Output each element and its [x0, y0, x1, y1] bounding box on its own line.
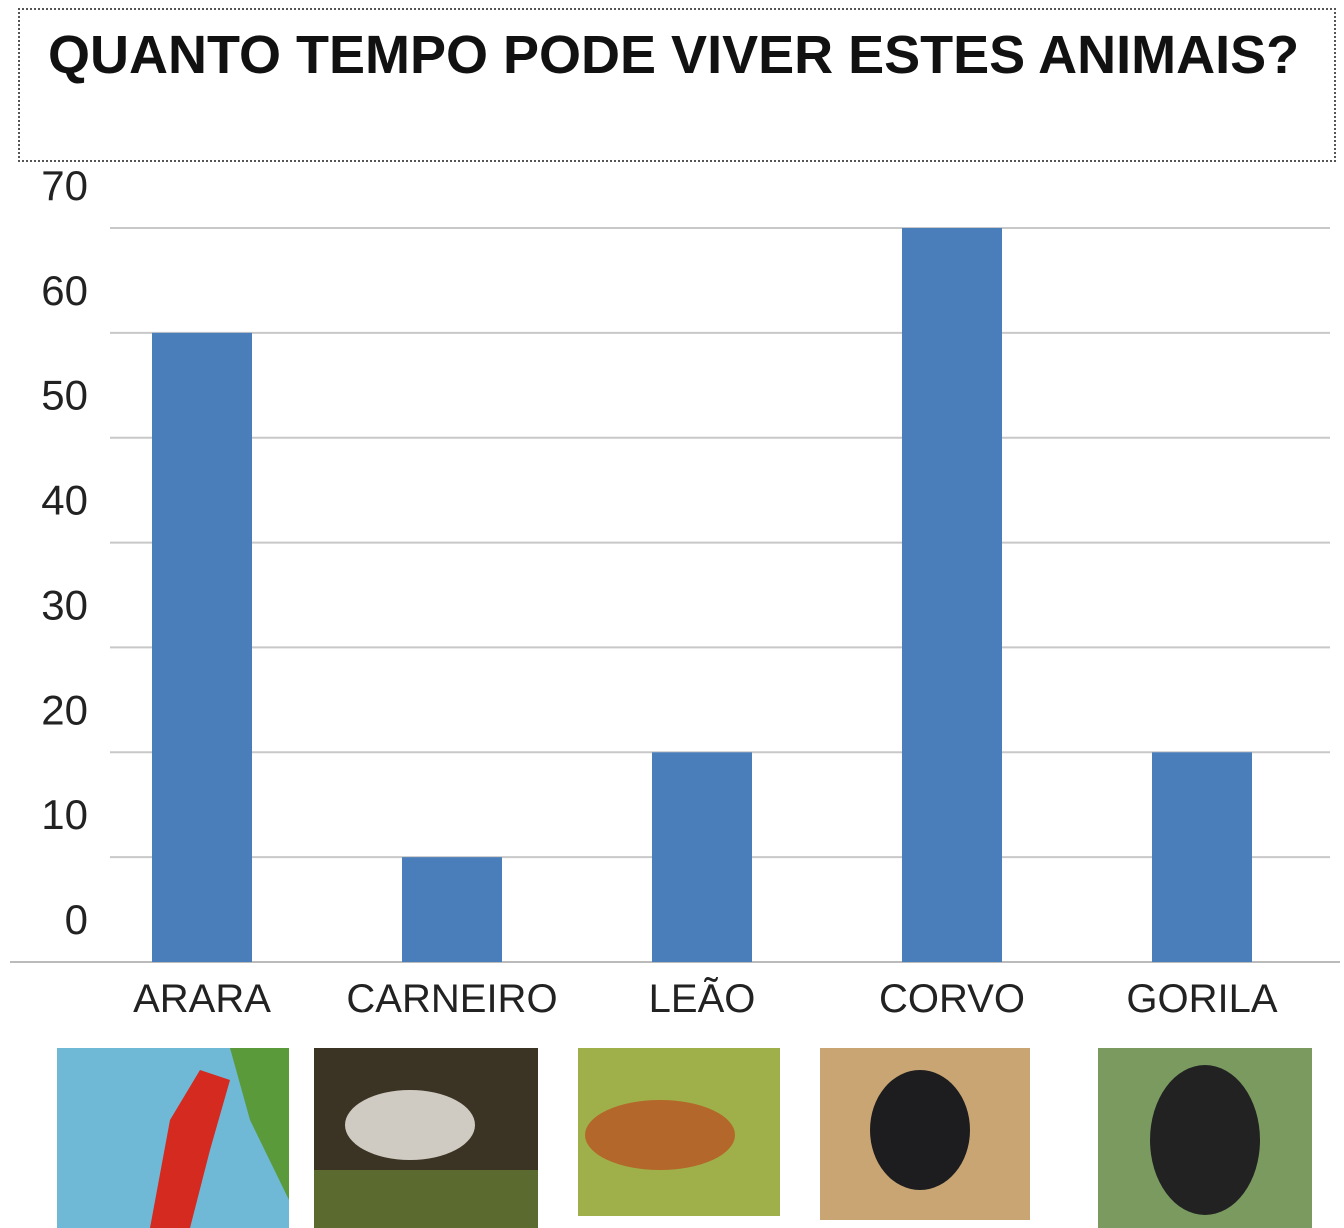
chart-title: QUANTO TEMPO PODE VIVER ESTES ANIMAIS?: [18, 8, 1336, 162]
photo-shape: [314, 1170, 538, 1228]
bar: [652, 752, 752, 962]
y-tick-label: 40: [41, 477, 88, 524]
animal-photos: [57, 1048, 1312, 1228]
x-tick-label: CORVO: [879, 977, 1025, 1021]
x-tick-label: ARARA: [133, 977, 271, 1021]
photo-shape: [150, 1070, 230, 1228]
bar: [902, 228, 1002, 962]
x-tick-label: GORILA: [1126, 977, 1277, 1021]
bar: [152, 332, 252, 962]
y-tick-label: 20: [41, 686, 88, 733]
y-tick-label: 50: [41, 372, 88, 419]
y-tick-label: 0: [65, 896, 88, 943]
bar: [1152, 752, 1252, 962]
bar: [402, 857, 502, 962]
y-tick-label: 10: [41, 791, 88, 838]
y-tick-label: 70: [41, 162, 88, 209]
x-tick-label: LEÃO: [649, 976, 756, 1021]
y-tick-label: 30: [41, 581, 88, 628]
photo-shape: [345, 1090, 475, 1160]
photo-shape: [1150, 1065, 1260, 1215]
photo-shape: [585, 1100, 735, 1170]
photo-shape: [230, 1048, 289, 1200]
photo-shape: [870, 1070, 970, 1190]
y-tick-label: 60: [41, 267, 88, 314]
x-tick-label: CARNEIRO: [346, 977, 557, 1021]
